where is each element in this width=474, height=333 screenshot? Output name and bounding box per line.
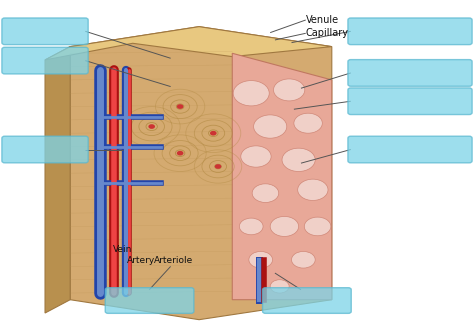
FancyBboxPatch shape [348,136,472,163]
Polygon shape [45,27,332,60]
Circle shape [233,81,269,106]
Circle shape [273,79,305,101]
FancyBboxPatch shape [2,47,88,74]
Polygon shape [232,53,332,300]
Circle shape [282,148,315,171]
Circle shape [177,104,183,109]
Circle shape [210,131,217,136]
Text: Arteriole: Arteriole [154,256,193,265]
Circle shape [294,113,322,133]
FancyBboxPatch shape [348,18,472,45]
Circle shape [270,280,289,293]
Circle shape [252,184,279,202]
FancyBboxPatch shape [105,288,194,313]
Circle shape [249,251,273,268]
Polygon shape [70,27,332,320]
Circle shape [254,115,287,138]
Text: Capillary: Capillary [306,28,349,38]
Text: Venule: Venule [306,15,339,25]
Circle shape [177,151,183,156]
FancyBboxPatch shape [263,288,351,313]
Polygon shape [45,47,70,313]
FancyBboxPatch shape [348,88,472,115]
Circle shape [239,218,263,235]
FancyBboxPatch shape [2,18,88,45]
Circle shape [215,164,221,169]
Circle shape [292,251,315,268]
FancyBboxPatch shape [348,60,472,86]
FancyBboxPatch shape [2,136,88,163]
Circle shape [270,216,299,236]
Circle shape [304,217,331,236]
Text: Vein: Vein [113,245,132,254]
Text: Artery: Artery [127,256,155,265]
Circle shape [148,124,155,129]
Circle shape [298,179,328,200]
Circle shape [241,146,271,167]
